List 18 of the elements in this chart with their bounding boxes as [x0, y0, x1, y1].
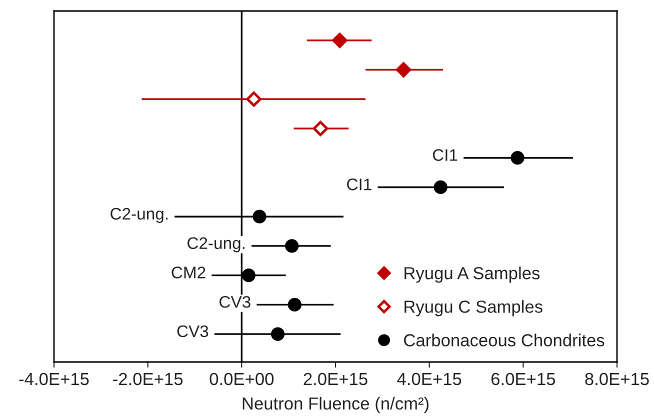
- annotation: C2-ung.: [188, 237, 244, 252]
- x-tick-label: 8.0E+15: [585, 372, 649, 386]
- legend-label: Ryugu C Samples: [404, 300, 542, 316]
- annotation: CI1: [347, 178, 372, 190]
- annotation: CV3: [220, 296, 250, 308]
- annotation: C2-ung.: [110, 208, 168, 223]
- x-tick-label: -4.0E+15: [19, 372, 89, 386]
- x-tick-label: -2.0E+15: [113, 372, 183, 386]
- x-axis-title: Neutron Fluence (n/cm²): [242, 396, 428, 414]
- legend-label: Ryugu A Samples: [404, 266, 540, 283]
- x-tick-label: 6.0E+15: [491, 372, 556, 386]
- x-tick-label: 2.0E+15: [304, 372, 368, 386]
- x-tick-label: 4.0E+15: [397, 372, 462, 386]
- annotation: CI1: [432, 149, 458, 161]
- legend-label: Carbonaceous Chondrites: [404, 334, 604, 346]
- x-tick-label: 0.0E+00: [210, 372, 274, 386]
- annotation: CM2: [172, 266, 206, 278]
- annotation: CV3: [177, 325, 208, 338]
